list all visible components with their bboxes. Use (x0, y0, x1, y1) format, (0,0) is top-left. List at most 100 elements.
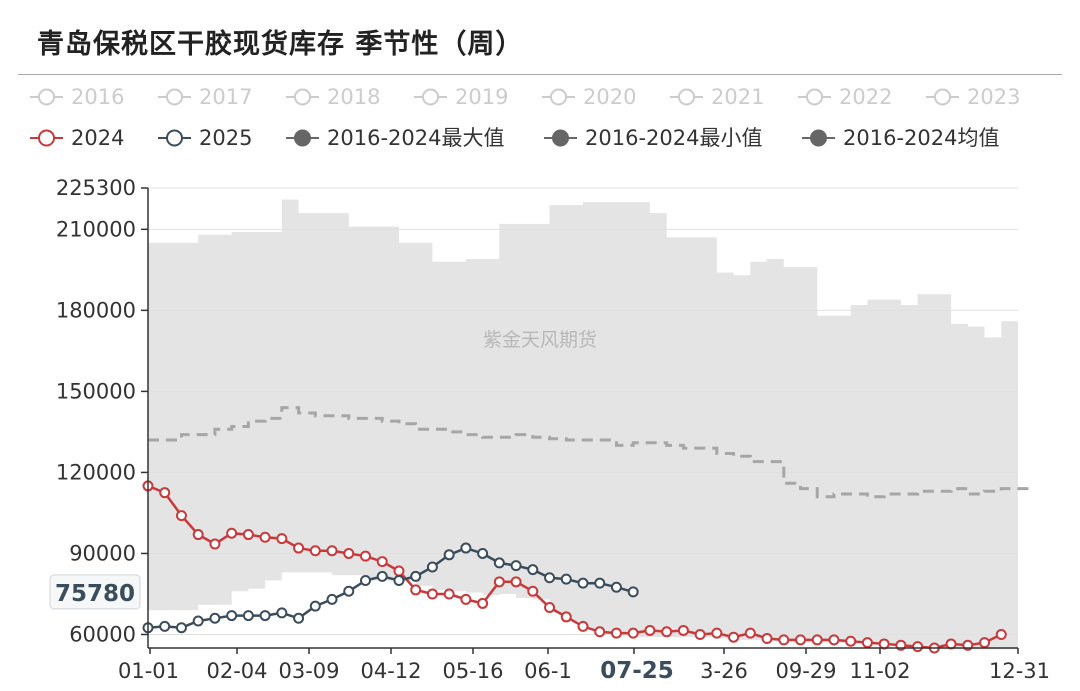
legend-marker-icon (552, 129, 569, 147)
series-2024-point (912, 641, 924, 653)
legend-marker-icon (550, 88, 567, 106)
series-2024-point (376, 556, 388, 568)
series-2024-point (276, 533, 288, 545)
series-2025-point (293, 612, 305, 624)
series-2024-point (443, 588, 455, 600)
series-2025-point (192, 615, 204, 627)
series-2024-point (677, 624, 689, 636)
series-2024-point (460, 593, 472, 605)
legend-item-2019[interactable]: 2019 (414, 85, 508, 109)
series-2025-point (510, 560, 522, 572)
x-tick-label: 01-01 (118, 659, 179, 683)
series-2025-point (560, 573, 572, 585)
series-2025-point (443, 549, 455, 561)
series-2024-point (711, 627, 723, 639)
series-2024-point (594, 626, 606, 638)
series-2024-point (845, 635, 857, 647)
x-tick-label: 12-31 (989, 659, 1050, 683)
x-tick-label: 04-12 (360, 659, 421, 683)
legend-item-2018[interactable]: 2018 (286, 85, 380, 109)
series-2024-point (828, 634, 840, 646)
series-2024-point (226, 527, 238, 539)
series-2025-point (477, 547, 489, 559)
x-pointer-label: 07-25 (600, 658, 674, 684)
series-2024-point (945, 638, 957, 650)
series-2024-point (527, 585, 539, 597)
series-2024-point (477, 597, 489, 609)
legend-label: 2016-2024最大值 (327, 126, 504, 150)
legend-item-2016-2024最大值[interactable]: 2016-2024最大值 (286, 126, 504, 150)
series-2024-point (627, 627, 639, 639)
legend-label: 2018 (327, 85, 380, 109)
legend[interactable]: 2016 2017 2018 2019 2020 2021 2022 2023 2024 2025… (30, 85, 1020, 150)
series-2025-point (276, 607, 288, 619)
legend-item-2025[interactable]: 2025 (158, 126, 252, 150)
series-2025-point (376, 570, 388, 582)
x-tick-label: 05-16 (442, 659, 503, 683)
series-2024-point (995, 628, 1007, 640)
watermark: 紫金天风期货 (483, 329, 597, 351)
series-2025-point (175, 622, 187, 634)
series-2024-point (242, 529, 254, 541)
legend-item-2024[interactable]: 2024 (30, 126, 124, 150)
series-2024-group (142, 480, 1007, 654)
series-2024-point (644, 624, 656, 636)
legend-marker-icon (294, 129, 311, 147)
series-2024-point (309, 545, 321, 557)
series-2025-point (259, 610, 271, 622)
legend-item-2021[interactable]: 2021 (670, 85, 764, 109)
title-divider (18, 74, 1062, 75)
series-2024-point (761, 633, 773, 645)
legend-marker-icon (806, 88, 823, 106)
series-2025-point (226, 610, 238, 622)
series-2025-point (544, 572, 556, 584)
series-2025-point (242, 610, 254, 622)
series-2025-point (610, 581, 622, 593)
series-2025-point (159, 620, 171, 632)
series-2024-point (861, 637, 873, 649)
min-max-band (148, 199, 1018, 650)
legend-marker-icon (166, 88, 183, 106)
legend-item-2023[interactable]: 2023 (926, 85, 1020, 109)
series-2024-point (795, 634, 806, 646)
series-2024-point (410, 584, 422, 596)
legend-item-2022[interactable]: 2022 (798, 85, 892, 109)
legend-label: 2022 (839, 85, 892, 109)
series-2024-point (360, 550, 371, 562)
series-2024-point (811, 634, 823, 646)
series-2025-point (493, 557, 505, 569)
series-2024-point (694, 628, 706, 640)
series-2024-point (326, 545, 338, 557)
legend-marker-icon (678, 88, 695, 106)
axis-pointer-labels: 75780 (49, 574, 141, 610)
x-tick-label: 02-04 (206, 659, 267, 683)
y-tick-label: 90000 (69, 541, 136, 565)
x-tick-label: 09-29 (775, 659, 836, 683)
series-2024-point (426, 588, 438, 600)
legend-item-2016-2024最小值[interactable]: 2016-2024最小值 (544, 126, 762, 150)
x-tick-label: 11-02 (849, 659, 910, 683)
legend-item-2017[interactable]: 2017 (158, 85, 252, 109)
legend-label: 2021 (711, 85, 764, 109)
legend-marker-icon (934, 88, 951, 106)
legend-marker-icon (38, 88, 55, 106)
series-2024-point (393, 565, 405, 577)
y-axis: 225300 210000 180000 150000 120000 90000 60000 (56, 176, 149, 648)
legend-label: 2025 (199, 126, 252, 150)
series-2025-point (326, 593, 338, 605)
gridlines (148, 187, 1018, 635)
y-tick-label: 60000 (69, 622, 136, 646)
legend-item-2016[interactable]: 2016 (30, 85, 124, 109)
series-2024-point (175, 510, 187, 522)
legend-item-2016-2024均值[interactable]: 2016-2024均值 (802, 126, 999, 150)
y-pointer-label: 75780 (55, 581, 135, 607)
series-2025-point (460, 542, 472, 554)
legend-marker-icon (38, 129, 55, 147)
legend-label: 2024 (71, 126, 124, 150)
x-axis: 01-01 02-04 03-09 04-12 05-16 06-1 07-25 3-26 09… (118, 647, 1050, 684)
series-2024-point (577, 620, 589, 632)
series-2024-point (979, 637, 991, 649)
legend-item-2020[interactable]: 2020 (542, 85, 636, 109)
series-avg-line (148, 406, 1035, 499)
